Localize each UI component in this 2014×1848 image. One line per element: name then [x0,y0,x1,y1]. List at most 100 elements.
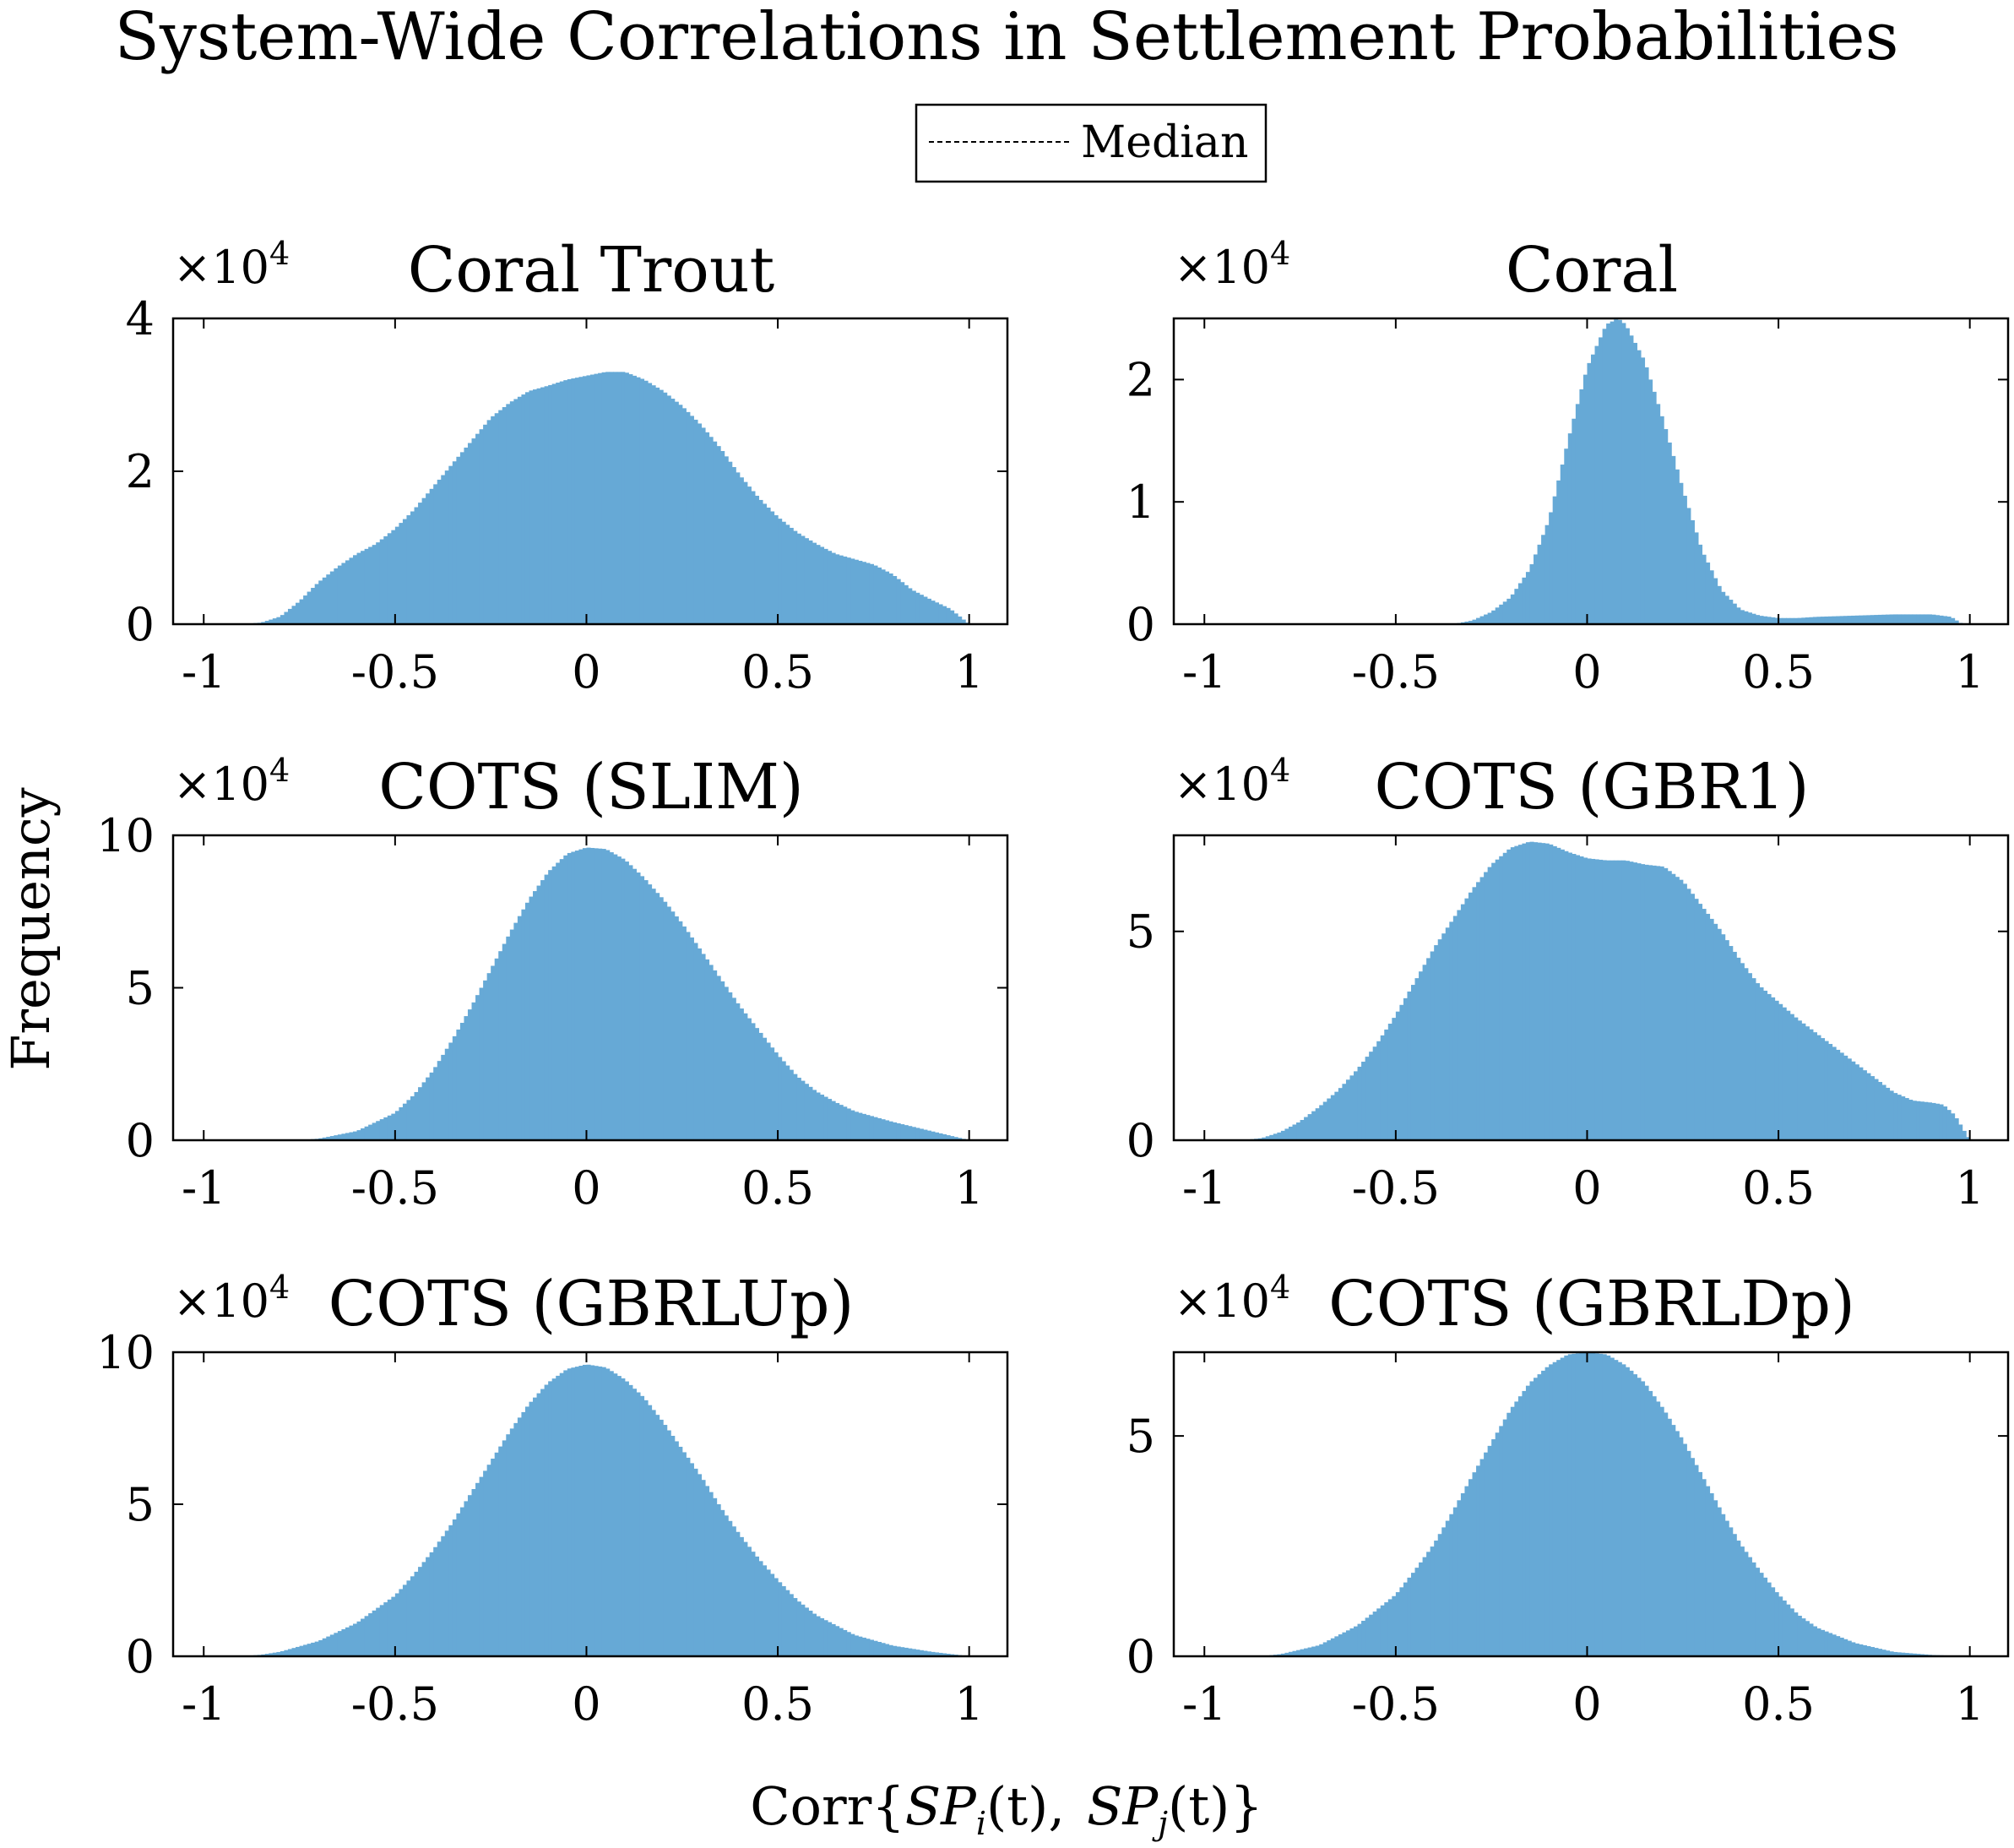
histogram-bar [1893,1093,1898,1140]
histogram-bar [494,1452,499,1656]
histogram-bar [556,1375,561,1656]
histogram-bar [337,1631,343,1656]
histogram-bar [919,1650,924,1656]
x-tick-label: -1 [182,1677,226,1731]
histogram-bar [517,1417,523,1656]
histogram-bar [364,1616,369,1656]
histogram-bar [1686,889,1691,1140]
histogram-bar [1338,1634,1344,1656]
histogram-bar [850,558,855,624]
histogram-bar [613,1373,618,1656]
histogram-bar [452,1035,457,1140]
histogram-bar [406,515,411,624]
histogram-bar [785,1065,790,1140]
histogram-bar [839,555,844,624]
histogram-bar [1487,867,1492,1140]
histogram-bar [1560,849,1565,1140]
panel-title: Coral [1506,234,1678,307]
x-axis-label-prefix: Corr{ [750,1775,905,1837]
histogram-bar [1877,1082,1883,1140]
histogram-bar [624,861,629,1140]
histogram-bar [884,1120,890,1140]
histogram-bar [1422,965,1427,1140]
x-tick-label: 0 [572,1161,600,1215]
histogram-bar [1717,1507,1722,1656]
histogram-bar [1319,1644,1324,1656]
histogram-bar [399,1107,404,1140]
histogram-bar [819,1095,825,1140]
histogram-bar [326,1136,331,1140]
histogram-bar [318,580,323,624]
histogram-bar [1292,1124,1297,1140]
histogram-bar [1582,374,1588,624]
histogram-bar [322,1137,327,1140]
histogram-bar [444,470,449,624]
histogram-bar [1544,525,1550,624]
histogram-bar [1729,1527,1734,1656]
histogram-bar [1729,600,1734,624]
histogram-bar [1851,1642,1856,1656]
histogram-bar [1709,918,1714,1140]
histogram-bar [632,868,637,1140]
histogram-bar [1491,610,1496,624]
histogram-bar [1827,1044,1833,1140]
histogram-bar [816,1092,821,1140]
histogram-bar [1939,1104,1944,1140]
histogram-bar [713,441,718,624]
histogram-bar [1460,904,1466,1140]
histogram-bar [433,1067,438,1140]
histogram-bar [296,1646,301,1656]
histogram-bar [1637,863,1642,1140]
histogram-bar [471,1002,476,1140]
histogram-bar [1870,1076,1875,1140]
histogram-bar [590,374,595,624]
y-tick-label: 2 [126,445,155,498]
histogram-bar [758,1561,763,1656]
histogram-bar [433,1546,438,1656]
histogram-bar [1468,621,1474,624]
histogram-bar [1656,866,1661,1140]
histogram-bar [586,847,591,1140]
histogram-bar [1522,1390,1527,1656]
histogram-bar [1587,1352,1592,1656]
histogram-bar [762,1037,768,1140]
histogram-bar [1702,909,1707,1140]
histogram-bar [1809,1029,1814,1140]
histogram-bar [1606,860,1611,1140]
histogram-bar [708,1492,714,1656]
histogram-bar [578,849,584,1140]
histogram-bar [678,405,683,624]
histogram-bar [582,1364,588,1656]
histogram-bar [1747,973,1752,1140]
histogram-bar [762,503,768,624]
histogram-bar [418,503,423,624]
histogram-bar [1832,1046,1837,1140]
histogram-bar [494,958,499,1140]
histogram-bar [353,1623,358,1656]
histogram-bar [387,533,392,624]
histogram-bar [1361,1621,1366,1656]
histogram-bar [774,1052,779,1140]
histogram-bar [383,1602,388,1656]
histogram-bar [1824,1631,1829,1656]
histogram-bar [720,451,725,624]
histogram-bar [1602,1354,1607,1656]
histogram-bar [1697,1471,1703,1656]
histogram-bar [1640,864,1646,1140]
histogram-bar [1280,1653,1286,1656]
histogram-bar [1534,1378,1539,1656]
histogram-bar [567,378,572,624]
histogram-bar [494,413,499,624]
histogram-bar [1579,1352,1584,1656]
histogram-bar [452,1519,457,1656]
histogram-bar [1827,1633,1833,1656]
x-axis-label-arg2: (t) [1168,1775,1230,1837]
histogram-bar [498,410,503,624]
histogram-bar [1567,433,1572,624]
histogram-bar [1904,1653,1909,1656]
x-tick-label: 1 [1955,645,1984,698]
histogram-bar [594,848,599,1140]
histogram-bar [1572,418,1577,624]
histogram-bar [601,1367,606,1656]
histogram-bar [1774,1592,1779,1656]
